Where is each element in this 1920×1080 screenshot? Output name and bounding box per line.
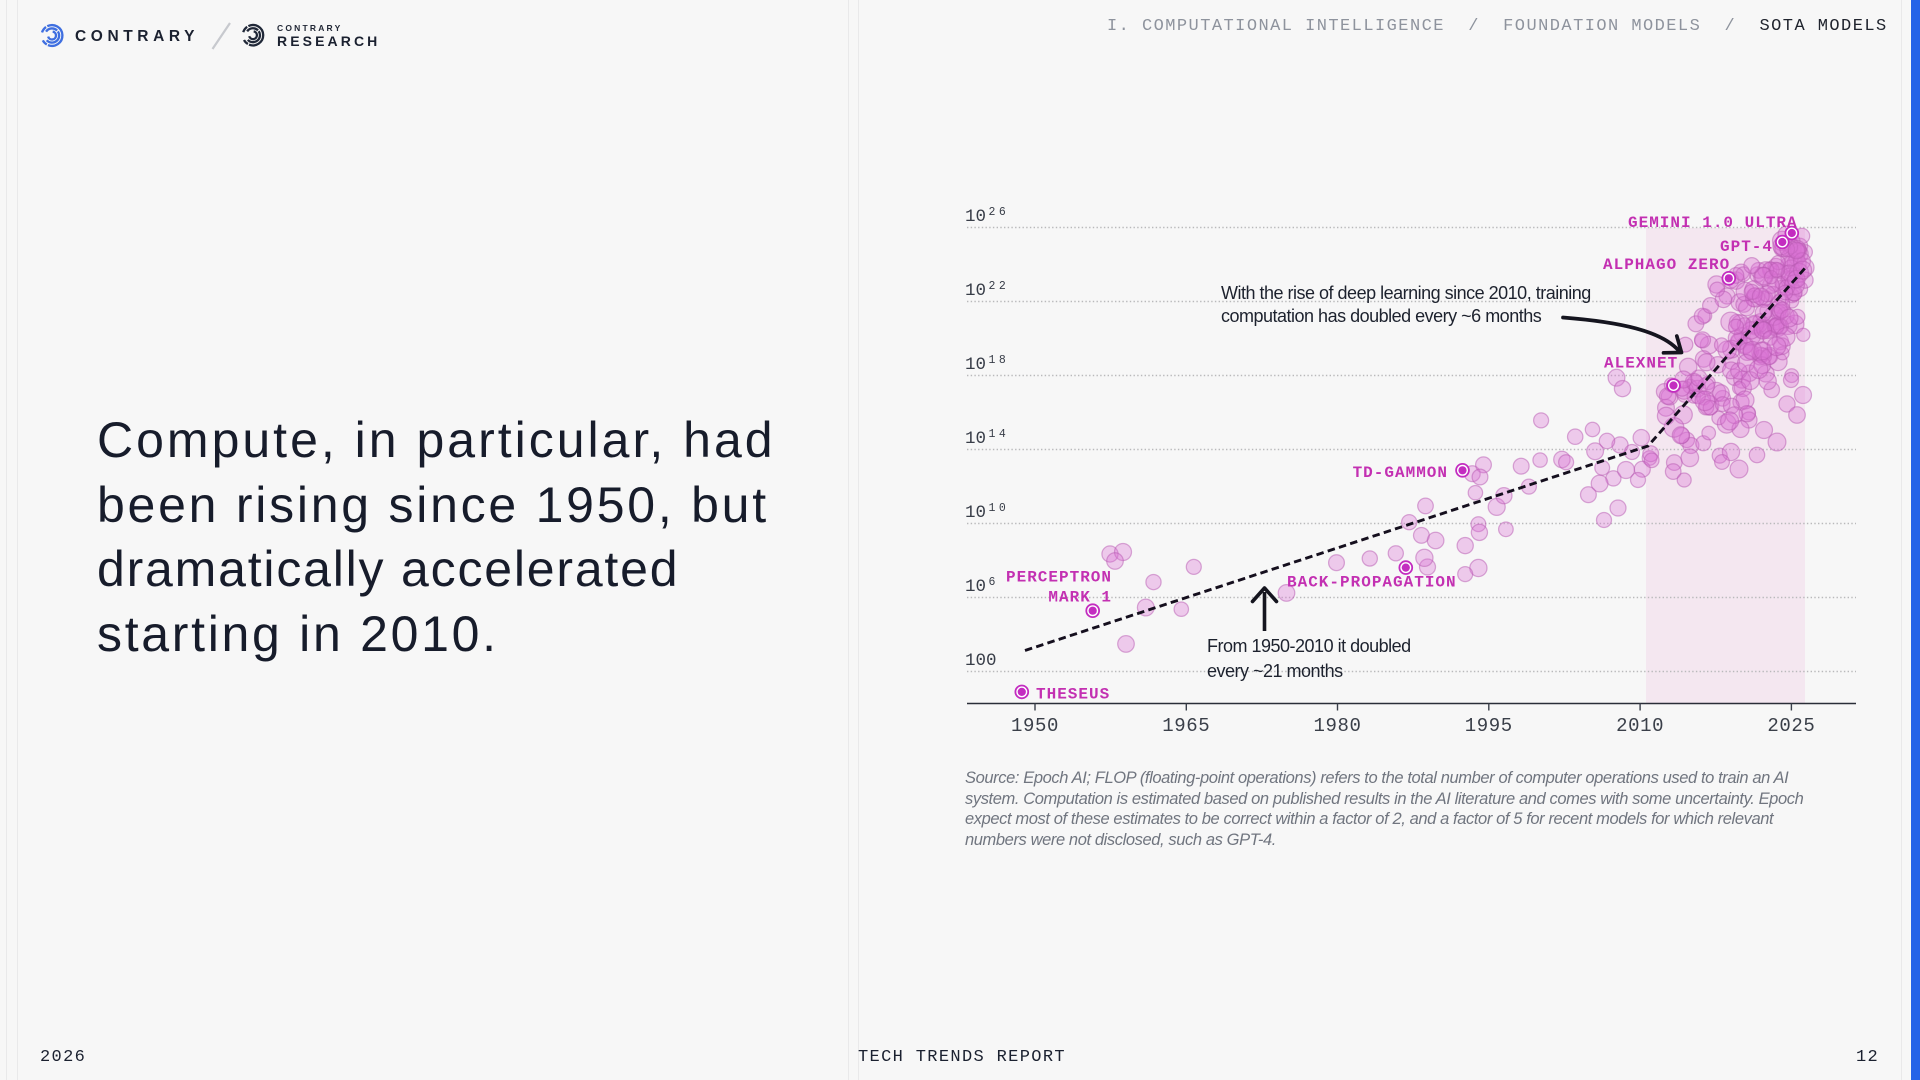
svg-text:ALEXNET: ALEXNET <box>1604 355 1678 373</box>
svg-text:computation has doubled every: computation has doubled every ~6 months <box>1221 306 1542 326</box>
svg-text:THESEUS: THESEUS <box>1036 686 1110 704</box>
svg-text:ALPHAGO ZERO: ALPHAGO ZERO <box>1603 256 1730 274</box>
svg-text:1980: 1980 <box>1313 715 1361 737</box>
svg-text:MARK 1: MARK 1 <box>1048 589 1112 607</box>
svg-text:GEMINI 1.0 ULTRA: GEMINI 1.0 ULTRA <box>1628 214 1798 232</box>
svg-text:every ~21 months: every ~21 months <box>1207 661 1343 681</box>
svg-text:100: 100 <box>965 651 997 671</box>
svg-text:GPT-4: GPT-4 <box>1720 238 1773 256</box>
svg-text:106: 10 6 <box>965 576 999 597</box>
svg-text:2010: 2010 <box>1616 715 1664 737</box>
svg-text:PERCEPTRON: PERCEPTRON <box>1006 569 1112 587</box>
svg-text:1965: 1965 <box>1162 715 1210 737</box>
svg-text:With the rise of deep learning: With the rise of deep learning since 201… <box>1221 283 1591 303</box>
svg-text:1950: 1950 <box>1011 715 1059 737</box>
svg-text:TD-GAMMON: TD-GAMMON <box>1353 464 1448 482</box>
svg-text:BACK-PROPAGATION: BACK-PROPAGATION <box>1287 574 1457 592</box>
svg-text:From 1950-2010 it doubled: From 1950-2010 it doubled <box>1207 636 1411 656</box>
svg-text:2025: 2025 <box>1767 715 1815 737</box>
svg-text:1995: 1995 <box>1465 715 1513 737</box>
